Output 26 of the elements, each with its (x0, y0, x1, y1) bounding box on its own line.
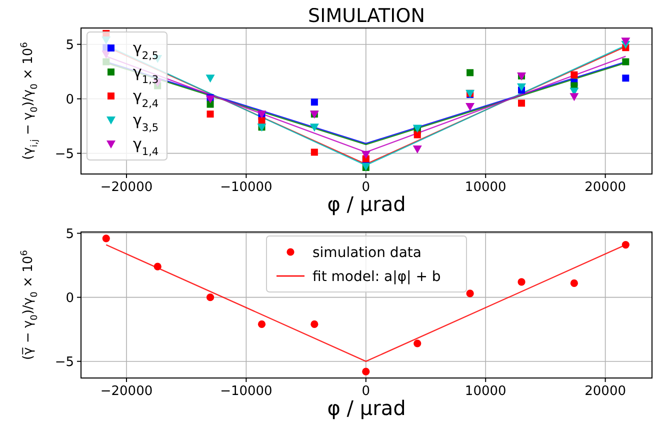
y-tick-label: −5 (54, 146, 74, 162)
y-tick-label: 5 (66, 38, 74, 53)
legend-label: simulation data (312, 245, 422, 261)
legend-label: γ$_{3,5}$ (133, 111, 159, 134)
x-tick-label: −10000 (220, 384, 272, 399)
legend-label: γ$_{2,4}$ (133, 87, 159, 110)
x-tick-label: 20000 (584, 384, 626, 399)
chart-title: SIMULATION (308, 5, 425, 27)
y-tick-label: 0 (66, 290, 74, 306)
x-axis-title: φ / µrad (327, 396, 406, 420)
y-tick-label: 0 (66, 92, 74, 108)
legend-label: fit model: a|φ| + b (312, 269, 441, 285)
x-tick-label: −20000 (100, 384, 153, 399)
y-tick-label: −5 (54, 354, 74, 370)
x-tick-label: −10000 (220, 180, 272, 195)
legend-label: γ$_{1,4}$ (133, 135, 159, 158)
y-tick-label: 5 (66, 226, 74, 242)
x-tick-label: 0 (362, 384, 370, 399)
x-tick-label: 0 (362, 180, 370, 195)
x-axis-title: φ / µrad (327, 192, 406, 216)
legend-label: γ$_{1,3}$ (133, 63, 159, 86)
x-tick-label: 10000 (464, 384, 506, 399)
legend-label: γ$_{2,5}$ (133, 39, 159, 62)
x-tick-label: −20000 (100, 180, 153, 195)
x-tick-label: 10000 (464, 180, 506, 195)
x-tick-label: 20000 (584, 180, 626, 195)
